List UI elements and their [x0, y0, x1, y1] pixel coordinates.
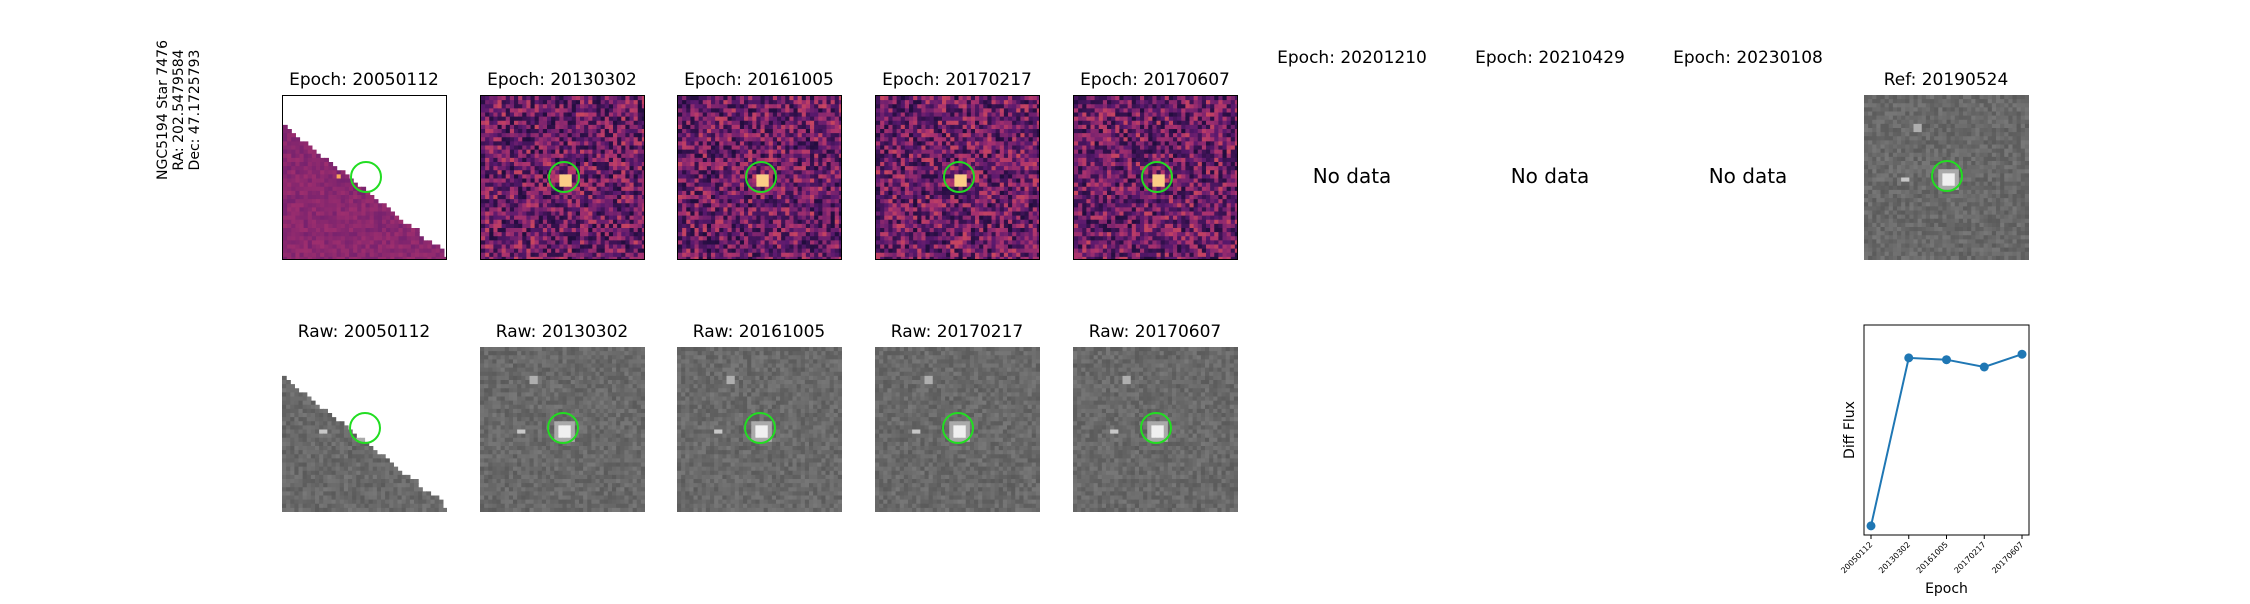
no-data-label-6: No data — [1450, 164, 1650, 188]
chart-point — [1942, 355, 1951, 364]
chart-y-axis-label: Diff Flux — [1842, 401, 1858, 459]
chart-x-tick-label: 20161005 — [1915, 540, 1950, 575]
target-marker-ring — [943, 161, 975, 193]
raw-title-4: Raw: 20170607 — [1045, 322, 1265, 342]
raw-title-1: Raw: 20130302 — [452, 322, 672, 342]
chart-point — [1980, 363, 1989, 372]
raw-title-3: Raw: 20170217 — [847, 322, 1067, 342]
raw-image-0 — [282, 347, 447, 512]
raw-image-2 — [677, 347, 842, 512]
target-marker-ring — [745, 161, 777, 193]
epoch-title-5: Epoch: 20201210 — [1242, 48, 1462, 68]
star-name: NGC5194 Star 7476 — [155, 40, 171, 180]
target-marker-ring — [1141, 161, 1173, 193]
reference-title: Ref: 20190524 — [1836, 70, 2056, 90]
target-marker-ring — [942, 412, 974, 444]
raw-image-3 — [875, 347, 1040, 512]
target-marker-ring — [547, 412, 579, 444]
epoch-title-3: Epoch: 20170217 — [847, 70, 1067, 90]
diff-image-1 — [480, 95, 645, 260]
raw-image-1 — [480, 347, 645, 512]
chart-x-tick-label: 20050112 — [1840, 540, 1874, 575]
chart-x-tick-label: 20170217 — [1953, 540, 1988, 575]
reference-image — [1864, 95, 2029, 260]
chart-x-axis-label: Epoch — [1925, 581, 1968, 597]
star-dec: Dec: 47.1725793 — [187, 40, 203, 180]
target-marker-ring — [1140, 412, 1172, 444]
chart-x-tick-label: 20130302 — [1877, 540, 1912, 575]
epoch-title-2: Epoch: 20161005 — [649, 70, 869, 90]
diff-image-4 — [1073, 95, 1238, 260]
epoch-title-7: Epoch: 20230108 — [1638, 48, 1858, 68]
target-marker-ring — [1931, 160, 1963, 192]
chart-x-tick-label: 20170607 — [1990, 540, 2025, 575]
raw-image-4 — [1073, 347, 1238, 512]
chart-point — [1867, 521, 1876, 530]
raw-title-2: Raw: 20161005 — [649, 322, 869, 342]
chart-point — [1904, 353, 1913, 362]
target-marker-ring — [548, 161, 580, 193]
raw-title-0: Raw: 20050112 — [254, 322, 474, 342]
diff-image-2 — [677, 95, 842, 260]
chart-series-line — [1871, 354, 2022, 526]
epoch-title-1: Epoch: 20130302 — [452, 70, 672, 90]
star-ra: RA: 202.5479584 — [171, 40, 187, 180]
diff-image-0 — [282, 95, 447, 260]
target-marker-ring — [744, 412, 776, 444]
epoch-title-0: Epoch: 20050112 — [254, 70, 474, 90]
epoch-title-6: Epoch: 20210429 — [1440, 48, 1660, 68]
no-data-label-5: No data — [1252, 164, 1452, 188]
epoch-title-4: Epoch: 20170607 — [1045, 70, 1265, 90]
chart-point — [2018, 350, 2027, 359]
target-marker-ring — [349, 412, 381, 444]
no-data-label-7: No data — [1648, 164, 1848, 188]
star-info-label: NGC5194 Star 7476 RA: 202.5479584 Dec: 4… — [155, 40, 203, 180]
diff-image-3 — [875, 95, 1040, 260]
target-marker-ring — [350, 161, 382, 193]
